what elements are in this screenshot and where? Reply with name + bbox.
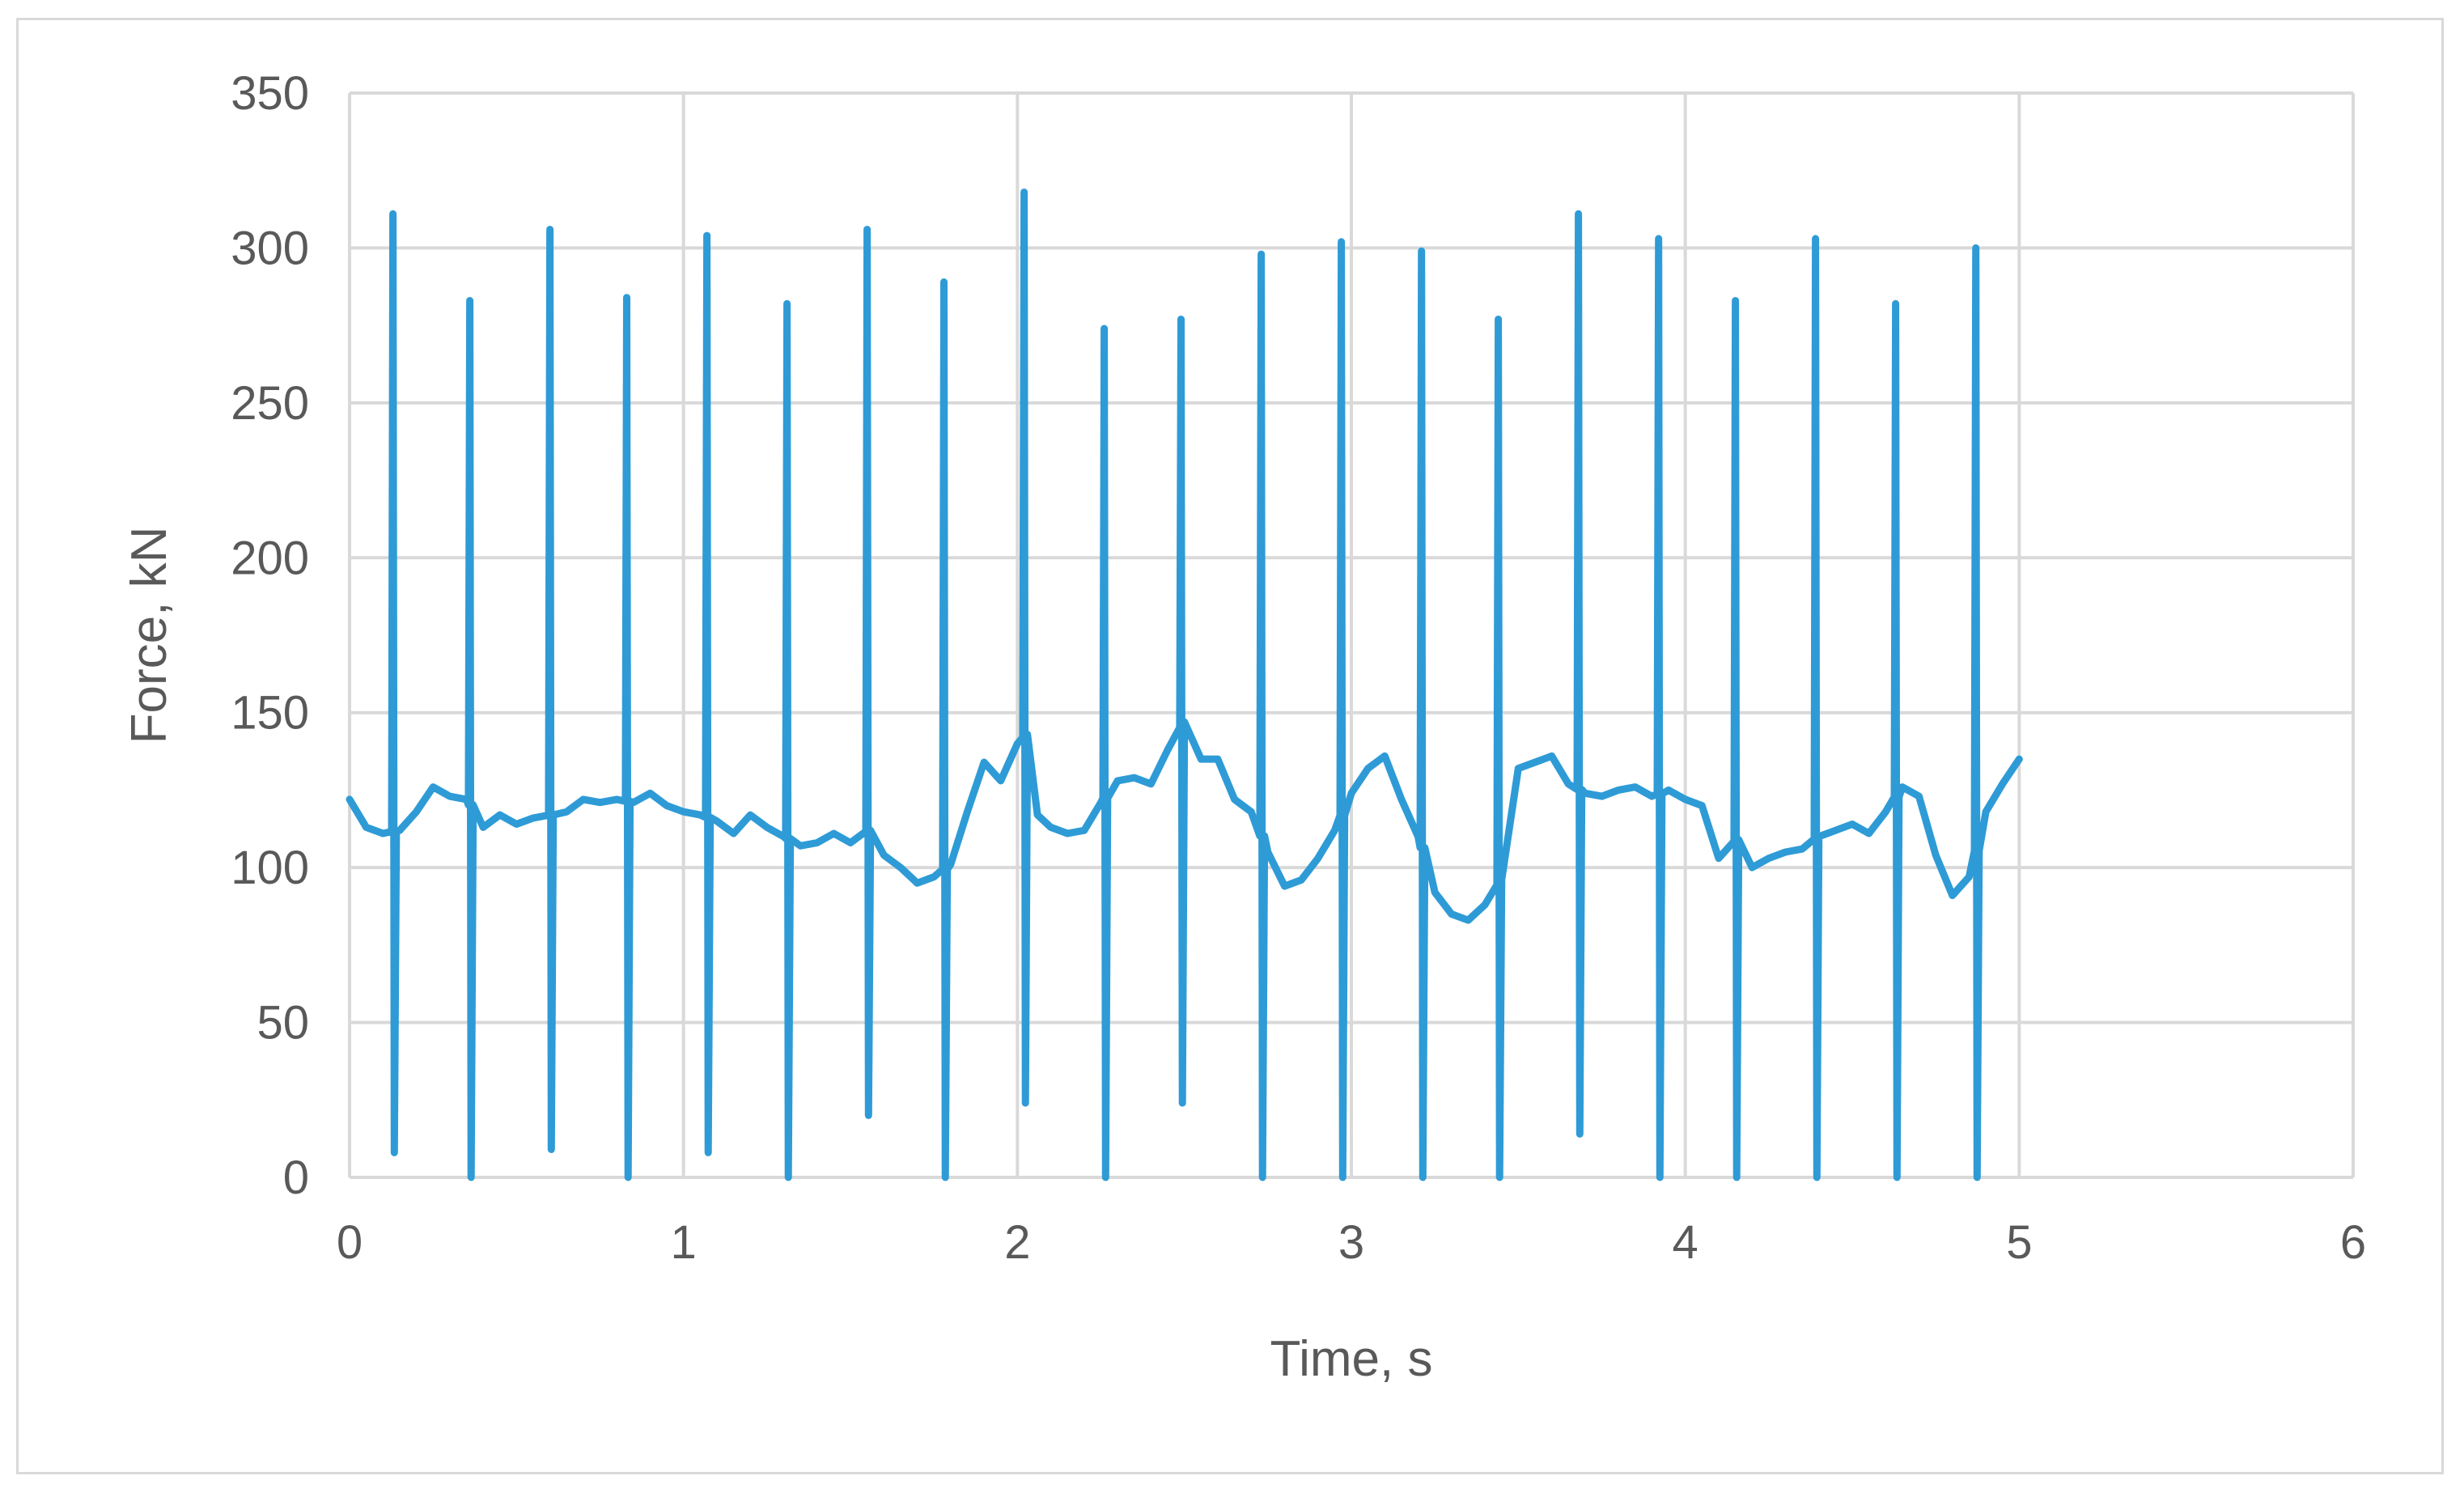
y-tick-label: 350: [231, 67, 309, 120]
x-tick-label: 4: [1673, 1216, 1699, 1269]
x-tick-label: 3: [1338, 1216, 1364, 1269]
x-tick-label: 6: [2340, 1216, 2366, 1269]
force-series-line: [346, 189, 2023, 1181]
y-tick-label: 0: [283, 1151, 309, 1204]
tick-labels: 0 50 100 150 200 250 300 350 0 1 2 3 4 5 6: [231, 67, 2366, 1269]
x-axis-title: Time, s: [1270, 1331, 1433, 1387]
series-group: [346, 189, 2023, 1181]
y-tick-label: 50: [257, 997, 309, 1050]
x-tick-label: 0: [337, 1216, 363, 1269]
y-tick-label: 300: [231, 222, 309, 274]
x-tick-label: 5: [2006, 1216, 2032, 1269]
y-tick-label: 200: [231, 532, 309, 584]
y-tick-label: 100: [231, 842, 309, 894]
x-tick-label: 2: [1004, 1216, 1030, 1269]
y-axis-title: Force, kN: [121, 527, 177, 744]
chart-frame: [16, 18, 2444, 1474]
grid-lines: [348, 91, 2355, 1179]
y-tick-label: 150: [231, 687, 309, 740]
y-tick-label: 250: [231, 377, 309, 430]
x-tick-label: 1: [671, 1216, 697, 1269]
